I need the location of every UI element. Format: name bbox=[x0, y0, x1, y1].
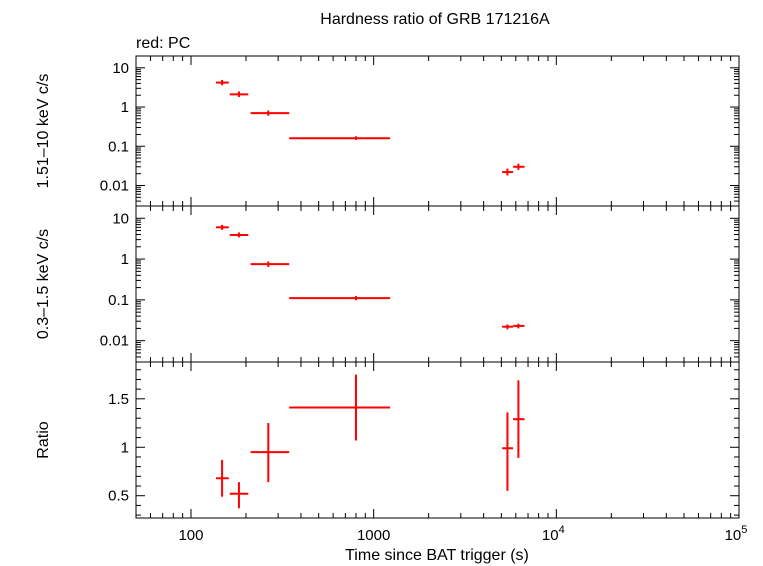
panel-frame bbox=[135, 361, 740, 519]
x-tick-label: 105 bbox=[725, 524, 748, 544]
data-point bbox=[513, 323, 525, 329]
panel-soft-band: 10 1 0.1 0.01 0.3–1.5 keV c/s bbox=[35, 205, 740, 363]
y-tick-label: 10 bbox=[112, 210, 129, 227]
x-axis-label: Time since BAT trigger (s) bbox=[345, 547, 529, 564]
y-tick-label: 1 bbox=[121, 439, 129, 456]
data-point bbox=[250, 423, 290, 483]
y-tick-label: 0.01 bbox=[100, 177, 129, 194]
data-point bbox=[215, 79, 229, 86]
y-axis-label: 0.3–1.5 keV c/s bbox=[35, 229, 52, 339]
data-point bbox=[513, 380, 525, 458]
y-tick-label: 0.5 bbox=[108, 488, 129, 505]
data-point bbox=[215, 459, 229, 497]
x-tick-labels: 100 1000 104 105 bbox=[178, 524, 747, 544]
panel-ratio: 1.5 1 0.5 Ratio bbox=[35, 361, 740, 519]
chart-title: Hardness ratio of GRB 171216A bbox=[320, 11, 550, 28]
y-axis-label: 1.51–10 keV c/s bbox=[35, 74, 52, 189]
panel-frame bbox=[135, 205, 740, 363]
panel-hard-band: 10 1 0.1 0.01 1.51–10 keV c/s bbox=[35, 55, 740, 207]
data-point bbox=[250, 261, 290, 267]
y-tick-label: 0.1 bbox=[108, 138, 129, 155]
x-tick-label: 104 bbox=[542, 524, 565, 544]
y-tick-label: 10 bbox=[112, 60, 129, 77]
data-point bbox=[289, 296, 391, 301]
panel-frame bbox=[135, 55, 740, 207]
y-tick-label: 1 bbox=[121, 99, 129, 116]
data-point bbox=[289, 374, 391, 441]
y-tick-label: 1 bbox=[121, 251, 129, 268]
data-point bbox=[502, 412, 514, 491]
data-point bbox=[502, 324, 514, 330]
data-point bbox=[289, 136, 391, 140]
data-point bbox=[215, 224, 229, 230]
x-tick-label: 100 bbox=[178, 527, 203, 544]
y-tick-label: 0.01 bbox=[100, 333, 129, 350]
data-point bbox=[229, 482, 249, 509]
y-axis-label: Ratio bbox=[35, 421, 52, 458]
y-tick-label: 0.1 bbox=[108, 292, 129, 309]
data-point bbox=[513, 163, 525, 170]
y-tick-label: 1.5 bbox=[108, 391, 129, 408]
chart-subtitle: red: PC bbox=[136, 35, 190, 52]
x-tick-label: 1000 bbox=[357, 527, 390, 544]
data-point bbox=[229, 91, 249, 98]
data-point bbox=[229, 232, 249, 238]
data-point bbox=[502, 168, 514, 176]
data-point bbox=[250, 110, 290, 116]
